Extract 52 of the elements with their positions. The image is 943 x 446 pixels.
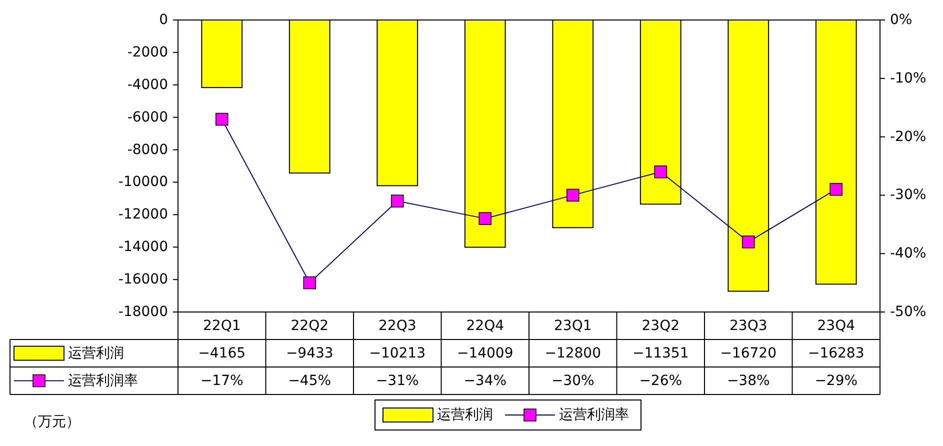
data-label: −30%	[551, 372, 594, 389]
x-tick-label: 23Q2	[642, 318, 680, 334]
y2-tick-label: -10%	[890, 70, 926, 86]
data-label: −17%	[200, 372, 244, 389]
y-tick-label: -12000	[118, 206, 168, 223]
point	[303, 276, 316, 290]
x-tick-label: 23Q1	[554, 318, 592, 334]
y-tick-label: -14000	[118, 239, 168, 256]
point	[478, 212, 492, 225]
data-label: −16283	[808, 345, 864, 362]
y2-tick-label: 0%	[890, 12, 912, 28]
point	[742, 236, 755, 248]
y2-tick-label: -30%	[890, 187, 926, 204]
y-tick-label: -2000	[127, 44, 168, 60]
text: （万元）	[24, 414, 80, 430]
data-label: −11351	[632, 345, 689, 362]
x-tick-label: 23Q3	[730, 318, 768, 334]
data-label: −45%	[288, 372, 332, 389]
point	[654, 165, 668, 178]
x-tick-label: 22Q1	[203, 318, 241, 334]
y-tick-label: -16000	[118, 272, 168, 288]
data-label: −16720	[720, 345, 777, 362]
legend-label: 运营利润	[68, 345, 124, 362]
x-tick-label: 22Q3	[378, 318, 416, 334]
x-tick-label: 22Q2	[290, 318, 328, 334]
y2-tick-label: -40%	[890, 246, 926, 262]
point	[830, 182, 843, 196]
x-tick-label: 22Q4	[466, 318, 504, 334]
point	[215, 112, 228, 126]
y2-tick-label: -20%	[890, 128, 926, 145]
data-label: −34%	[464, 372, 507, 389]
x-tick-label: 23Q4	[817, 318, 856, 334]
data-label: −38%	[726, 372, 770, 389]
data-label: −26%	[639, 372, 682, 389]
point	[390, 194, 404, 208]
data-label: −4165	[198, 345, 246, 362]
data-label: −29%	[814, 372, 858, 389]
y-tick-label: -4000	[127, 76, 168, 93]
y-tick-label: -10000	[118, 174, 168, 190]
y-tick-label: -18000	[118, 304, 168, 320]
data-label: −31%	[376, 372, 419, 389]
data-label: −10213	[369, 345, 426, 362]
y-tick-label: 0	[159, 12, 168, 28]
data-label: −14009	[456, 345, 514, 362]
y2-tick-label: -50%	[890, 304, 926, 320]
point	[566, 188, 580, 202]
data-label: −12800	[544, 345, 602, 362]
data-label: −9433	[286, 345, 334, 362]
legend-label: 运营利润率	[68, 372, 138, 389]
y-tick-label: -6000	[127, 109, 168, 126]
legend: 运营利润 运营利润率	[374, 400, 642, 430]
y-tick-label: -8000	[127, 142, 168, 158]
